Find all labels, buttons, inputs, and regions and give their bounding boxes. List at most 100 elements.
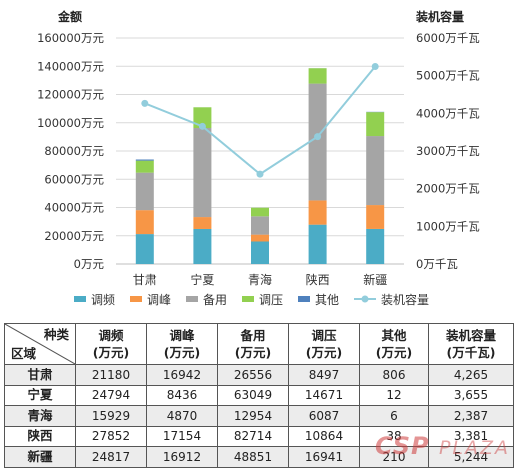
header-label: 调峰 — [169, 328, 195, 343]
bar-segment — [251, 207, 269, 217]
bar-segment — [366, 136, 385, 206]
bar-segment — [366, 112, 385, 137]
chart-svg: 0万元 20000万元 40000万元 60000万元 80000万元 100000万元 1… — [37, 31, 480, 307]
header-cell: 调频 (万元) — [75, 323, 147, 365]
table-cell: 3,655 — [428, 384, 514, 406]
line-point — [371, 62, 379, 70]
table-cell: 210 — [359, 446, 429, 468]
bar-segment — [135, 210, 154, 235]
table-cell: 27852 — [75, 425, 147, 447]
table-cell: 26556 — [217, 364, 289, 386]
x-tick-label: 青海 — [248, 272, 272, 287]
x-tick-label: 甘肃 — [133, 273, 157, 287]
header-label: 调压 — [311, 328, 337, 343]
table-cell: 6 — [359, 405, 429, 427]
table-row: 青海 15929 4870 12954 6087 6 2,387 — [4, 405, 514, 427]
line-point — [256, 170, 264, 178]
header-cell: 其他 (万元) — [359, 323, 429, 365]
x-tick-label: 陕西 — [306, 272, 330, 287]
bar-segment — [135, 160, 154, 173]
legend-swatch — [130, 296, 142, 302]
table-cell: 38 — [359, 425, 429, 447]
legend-label: 调频 — [91, 293, 115, 307]
bar-segment — [308, 83, 327, 201]
y-left-tick-label: 120000万元 — [37, 88, 104, 102]
y-right-tick-label: 6000万千瓦 — [416, 31, 480, 45]
table-cell: 24817 — [75, 446, 147, 468]
region-cell: 新疆 — [4, 446, 76, 468]
y-left-tick-label: 20000万元 — [44, 229, 104, 243]
bar-segment — [135, 159, 154, 161]
x-tick-label: 宁夏 — [190, 272, 214, 287]
legend-label: 调峰 — [147, 293, 171, 307]
table-cell: 2,387 — [428, 405, 514, 427]
corner-diagonal — [5, 324, 75, 364]
bar-segment — [308, 200, 327, 225]
table-cell: 6087 — [288, 405, 360, 427]
region-cell: 陕西 — [4, 425, 76, 447]
table-cell: 21180 — [75, 364, 147, 386]
legend-label: 备用 — [203, 293, 227, 307]
table-cell: 3,381 — [428, 425, 514, 447]
y-left-tick-label: 80000万元 — [44, 144, 104, 158]
header-label: 备用 — [240, 328, 266, 343]
header-cell: 装机容量 (万千瓦) — [428, 323, 514, 365]
legend-swatch — [242, 296, 254, 302]
table-cell: 82714 — [217, 425, 289, 447]
y-left-tick-label: 40000万元 — [44, 201, 104, 215]
table-cell: 12 — [359, 384, 429, 406]
table-cell: 5,244 — [428, 446, 514, 468]
table-cell: 806 — [359, 364, 429, 386]
table-cell: 8497 — [288, 364, 360, 386]
bar-segment — [251, 216, 269, 235]
header-unit: (万元) — [234, 345, 272, 360]
header-label: 调频 — [98, 328, 124, 343]
header-cell: 备用 (万元) — [217, 323, 289, 365]
header-unit: (万元) — [305, 345, 343, 360]
legend-swatch — [298, 296, 310, 302]
corner-cell: 种类 区域 — [4, 323, 76, 365]
bar-segment — [251, 241, 269, 264]
legend-swatch — [74, 296, 86, 302]
table-row: 陕西 27852 17154 82714 10864 38 3,381 — [4, 425, 514, 447]
header-label: 其他 — [381, 328, 407, 343]
y-left-tick-label: 60000万元 — [44, 172, 104, 186]
region-cell: 青海 — [4, 405, 76, 427]
corner-top-label: 种类 — [43, 327, 69, 342]
table-cell: 48851 — [217, 446, 289, 468]
table-cell: 17154 — [146, 425, 218, 447]
bar-segment — [308, 224, 327, 264]
y-left-tick-label: 0万元 — [74, 257, 105, 271]
table-cell: 15929 — [75, 405, 147, 427]
table-cell: 4,265 — [428, 364, 514, 386]
y-left-tick-label: 160000万元 — [37, 31, 104, 45]
legend-swatch — [186, 296, 198, 302]
header-unit: (万元) — [375, 345, 413, 360]
bar-segment — [308, 68, 327, 84]
legend-label: 其他 — [315, 293, 339, 307]
corner-bottom-label: 区域 — [11, 346, 37, 361]
y-left-tick-label: 100000万元 — [37, 116, 104, 130]
chart-area: 金额 装机容量 0万元 20000万元 40000万元 60000万元 80000万元 1… — [37, 10, 480, 307]
table-row: 宁夏 24794 8436 63049 14671 12 3,655 — [4, 384, 514, 406]
header-unit: (万元) — [163, 345, 201, 360]
table-cell: 16942 — [146, 364, 218, 386]
table-cell: 16941 — [288, 446, 360, 468]
table-row: 新疆 24817 16912 48851 16941 210 5,244 — [4, 446, 514, 468]
line-point — [141, 99, 149, 107]
right-axis-title: 装机容量 — [416, 10, 465, 24]
bar-segment — [193, 128, 212, 218]
y-left-tick-label: 140000万元 — [37, 59, 104, 73]
data-table: 种类 区域 调频 (万元) 调峰 (万元) 备用 (万元) 调压 (万元) 其他 (万元)… — [4, 323, 514, 468]
header-cell: 调峰 (万元) — [146, 323, 218, 365]
header-cell: 调压 (万元) — [288, 323, 360, 365]
legend-label: 装机容量 — [381, 292, 429, 307]
y-right-tick-label: 5000万千瓦 — [416, 69, 480, 83]
header-label: 装机容量 — [445, 328, 496, 343]
bar-segment — [193, 107, 212, 129]
region-cell: 甘肃 — [4, 364, 76, 386]
bar-segment — [135, 234, 154, 264]
bar-segment — [366, 228, 385, 264]
line-point — [198, 122, 206, 130]
left-axis-title: 金额 — [58, 10, 83, 24]
